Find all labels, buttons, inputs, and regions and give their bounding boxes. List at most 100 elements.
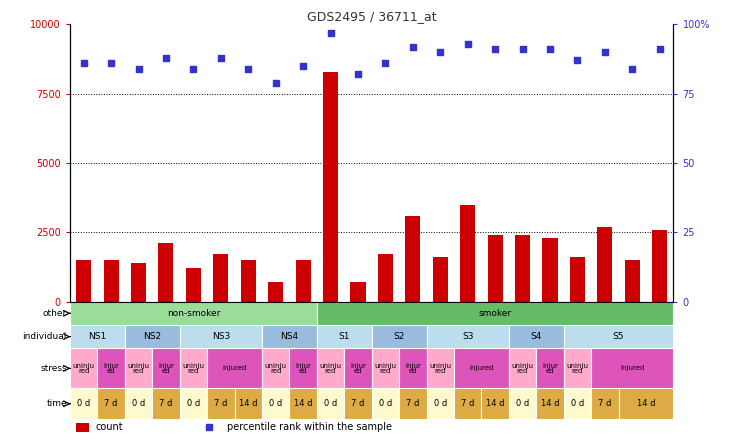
Text: S5: S5 — [613, 332, 624, 341]
Point — [434, 48, 446, 56]
Bar — [76, 423, 89, 432]
Bar — [509, 348, 537, 388]
Text: 7 d: 7 d — [214, 399, 227, 408]
Bar — [378, 254, 393, 301]
Bar — [70, 301, 316, 325]
Bar — [537, 348, 564, 388]
Text: uninju
red: uninju red — [512, 363, 534, 374]
Point — [599, 48, 611, 56]
Point — [572, 57, 584, 64]
Bar — [97, 388, 125, 419]
Point — [654, 46, 665, 53]
Point — [461, 40, 473, 48]
Point — [242, 65, 254, 72]
Point — [517, 46, 528, 53]
Text: injur
ed: injur ed — [295, 363, 311, 374]
Point — [78, 59, 90, 67]
Bar — [564, 325, 673, 348]
Bar — [97, 348, 125, 388]
Bar — [625, 260, 640, 301]
Bar — [618, 388, 673, 419]
Bar — [70, 388, 97, 419]
Text: 14 d: 14 d — [294, 399, 312, 408]
Text: S1: S1 — [339, 332, 350, 341]
Title: GDS2495 / 36711_at: GDS2495 / 36711_at — [307, 10, 436, 23]
Point — [297, 63, 309, 70]
Text: injur
ed: injur ed — [158, 363, 174, 374]
Text: 7 d: 7 d — [406, 399, 420, 408]
Text: NS4: NS4 — [280, 332, 298, 341]
Bar — [296, 260, 311, 301]
Bar — [152, 388, 180, 419]
Text: 7 d: 7 d — [598, 399, 612, 408]
Bar — [542, 238, 558, 301]
Point — [132, 65, 144, 72]
Bar — [180, 348, 207, 388]
Text: count: count — [95, 422, 123, 432]
Text: 14 d: 14 d — [637, 399, 655, 408]
Text: uninju
red: uninju red — [183, 363, 205, 374]
Text: injured: injured — [470, 365, 494, 371]
Bar — [591, 388, 618, 419]
Text: 0 d: 0 d — [77, 399, 91, 408]
Bar — [652, 230, 668, 301]
Point — [270, 79, 282, 86]
Text: 0 d: 0 d — [187, 399, 200, 408]
Text: 0 d: 0 d — [516, 399, 529, 408]
Text: injur
ed: injur ed — [542, 363, 558, 374]
Text: percentile rank within the sample: percentile rank within the sample — [227, 422, 392, 432]
Bar — [399, 388, 427, 419]
Text: S2: S2 — [394, 332, 405, 341]
Bar — [509, 388, 537, 419]
Text: uninju
red: uninju red — [375, 363, 397, 374]
Point — [380, 59, 392, 67]
Bar — [207, 388, 235, 419]
Text: NS2: NS2 — [144, 332, 161, 341]
Point — [544, 46, 556, 53]
Text: uninju
red: uninju red — [319, 363, 342, 374]
Bar — [262, 325, 316, 348]
Bar — [180, 388, 207, 419]
Bar — [323, 71, 338, 301]
Bar — [481, 388, 509, 419]
Text: injured: injured — [620, 365, 645, 371]
Bar — [268, 282, 283, 301]
Bar — [235, 388, 262, 419]
Point — [215, 54, 227, 61]
Bar — [564, 348, 591, 388]
Bar — [564, 388, 591, 419]
Text: individual: individual — [23, 332, 67, 341]
Bar — [372, 325, 427, 348]
Point — [489, 46, 501, 53]
Bar — [372, 388, 399, 419]
Point — [105, 59, 117, 67]
Point — [407, 43, 419, 50]
Bar — [289, 388, 316, 419]
Bar — [515, 235, 530, 301]
Bar — [344, 388, 372, 419]
Bar — [316, 325, 372, 348]
Bar — [76, 260, 91, 301]
Text: uninju
red: uninju red — [73, 363, 95, 374]
Point — [626, 65, 638, 72]
Text: 0 d: 0 d — [324, 399, 337, 408]
Bar — [598, 227, 612, 301]
Bar — [158, 243, 174, 301]
Text: injur
ed: injur ed — [350, 363, 366, 374]
Bar — [262, 388, 289, 419]
Text: uninju
red: uninju red — [265, 363, 286, 374]
Bar — [427, 388, 454, 419]
Text: 0 d: 0 d — [379, 399, 392, 408]
Bar — [433, 257, 447, 301]
Text: 7 d: 7 d — [351, 399, 364, 408]
Bar — [454, 388, 481, 419]
Bar — [537, 388, 564, 419]
Bar — [316, 301, 673, 325]
Text: 7 d: 7 d — [105, 399, 118, 408]
Bar — [104, 260, 118, 301]
Bar — [344, 348, 372, 388]
Text: injur
ed: injur ed — [405, 363, 421, 374]
Text: 7 d: 7 d — [461, 399, 475, 408]
Point — [352, 71, 364, 78]
Text: S3: S3 — [462, 332, 473, 341]
